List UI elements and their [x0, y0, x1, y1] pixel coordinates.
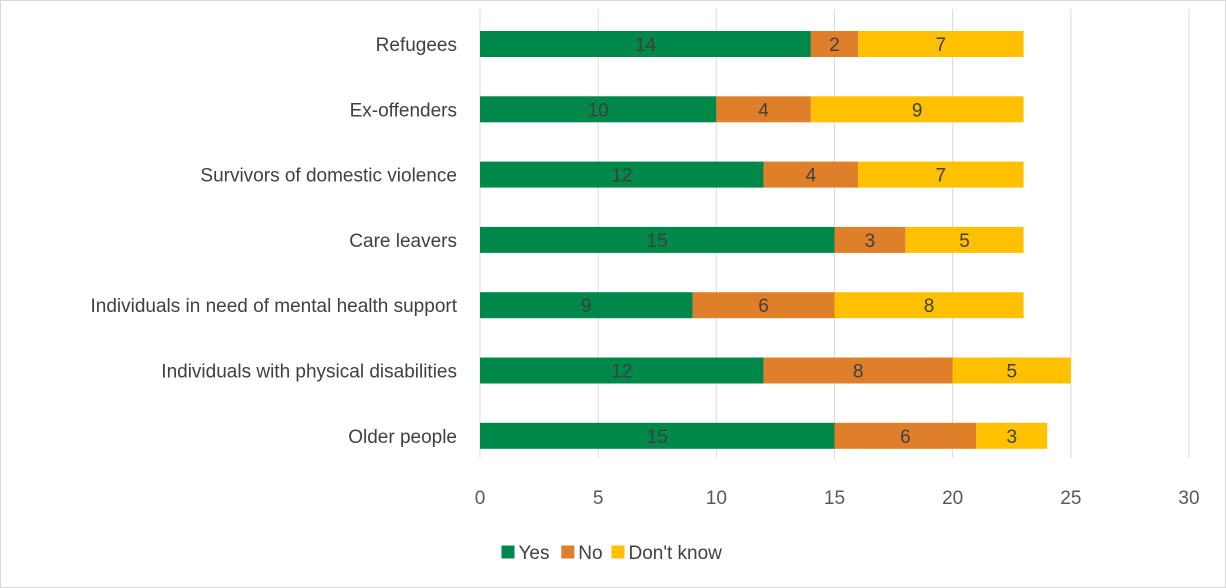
bar-no-refugees	[810, 31, 859, 57]
data-label-no-refugees: 2	[829, 35, 840, 56]
bars: 14 2 7 10 4 9 12 4 7 15 3 5 9 6 8 12 8 5 15 6 3	[480, 31, 1071, 449]
x-tick-label-0: 0	[475, 488, 486, 509]
bar-no-older-people	[834, 422, 977, 449]
data-label-don-t-know-individuals-with-physical-disabilities: 5	[1006, 362, 1017, 383]
legend-swatch-don-t-know	[611, 545, 625, 559]
data-label-don-t-know-ex-offenders: 9	[912, 100, 923, 121]
legend-swatch-no	[561, 545, 575, 559]
legend: Yes No Don't know	[501, 543, 723, 564]
bar-don-t-know-older-people	[976, 422, 1048, 449]
bar-don-t-know-refugees	[858, 31, 1024, 57]
data-label-don-t-know-older-people: 3	[1006, 427, 1017, 448]
x-tick-label-25: 25	[1060, 488, 1081, 509]
bar-don-t-know-care-leavers	[905, 226, 1024, 253]
legend-swatch-yes	[501, 545, 515, 559]
x-tick-label-30: 30	[1178, 488, 1199, 509]
bar-no-individuals-in-need-of-mental-health-support	[692, 292, 835, 319]
legend-label-no: No	[578, 543, 602, 564]
bar-yes-survivors-of-domestic-violence	[480, 161, 764, 188]
data-label-no-older-people: 6	[900, 427, 911, 448]
bar-don-t-know-ex-offenders	[810, 96, 1024, 123]
data-label-no-care-leavers: 3	[865, 231, 876, 252]
x-tick-label-10: 10	[706, 488, 727, 509]
data-label-yes-older-people: 15	[647, 427, 668, 448]
category-label-individuals-in-need-of-mental-health-support: Individuals in need of mental health sup…	[90, 296, 457, 317]
data-label-don-t-know-care-leavers: 5	[959, 231, 970, 252]
data-label-yes-survivors-of-domestic-violence: 12	[611, 166, 632, 187]
data-label-no-survivors-of-domestic-violence: 4	[806, 166, 817, 187]
bar-no-survivors-of-domestic-violence	[763, 161, 859, 188]
bar-don-t-know-survivors-of-domestic-violence	[858, 161, 1024, 188]
bar-yes-ex-offenders	[480, 96, 717, 123]
bar-no-care-leavers	[834, 226, 906, 253]
category-label-older-people: Older people	[348, 427, 457, 448]
bar-no-individuals-with-physical-disabilities	[763, 357, 953, 384]
x-tick-label-15: 15	[824, 488, 845, 509]
category-label-ex-offenders: Ex-offenders	[350, 100, 457, 121]
data-label-don-t-know-individuals-in-need-of-mental-health-support: 8	[924, 296, 935, 317]
bar-yes-older-people	[480, 422, 835, 449]
bar-don-t-know-individuals-with-physical-disabilities	[952, 357, 1071, 384]
category-label-refugees: Refugees	[376, 35, 457, 56]
data-label-yes-care-leavers: 15	[647, 231, 668, 252]
bar-yes-individuals-in-need-of-mental-health-support	[480, 292, 693, 319]
bar-yes-care-leavers	[480, 226, 835, 253]
bar-yes-refugees	[480, 31, 811, 57]
category-labels: Refugees Ex-offenders Survivors of domesti…	[90, 35, 457, 448]
data-label-yes-individuals-with-physical-disabilities: 12	[611, 362, 632, 383]
x-tick-label-5: 5	[593, 488, 604, 509]
category-label-care-leavers: Care leavers	[349, 231, 457, 252]
data-label-no-ex-offenders: 4	[758, 100, 769, 121]
data-label-yes-refugees: 14	[635, 35, 657, 56]
category-label-individuals-with-physical-disabilities: Individuals with physical disabilities	[161, 362, 457, 383]
data-label-yes-ex-offenders: 10	[588, 100, 609, 121]
data-label-no-individuals-in-need-of-mental-health-support: 6	[758, 296, 769, 317]
legend-label-yes: Yes	[519, 543, 550, 564]
category-label-survivors-of-domestic-violence: Survivors of domestic violence	[200, 166, 457, 187]
x-tick-label-20: 20	[942, 488, 963, 509]
data-label-don-t-know-refugees: 7	[936, 35, 947, 56]
data-label-yes-individuals-in-need-of-mental-health-support: 9	[581, 296, 592, 317]
x-axis-ticks: 0 5 10 15 20 25 30	[475, 488, 1200, 509]
bar-don-t-know-individuals-in-need-of-mental-health-support	[834, 292, 1024, 319]
data-label-don-t-know-survivors-of-domestic-violence: 7	[936, 166, 947, 187]
bar-no-ex-offenders	[716, 96, 811, 123]
data-label-no-individuals-with-physical-disabilities: 8	[853, 362, 864, 383]
bar-yes-individuals-with-physical-disabilities	[480, 357, 764, 384]
legend-label-don-t-know: Don't know	[629, 543, 723, 564]
